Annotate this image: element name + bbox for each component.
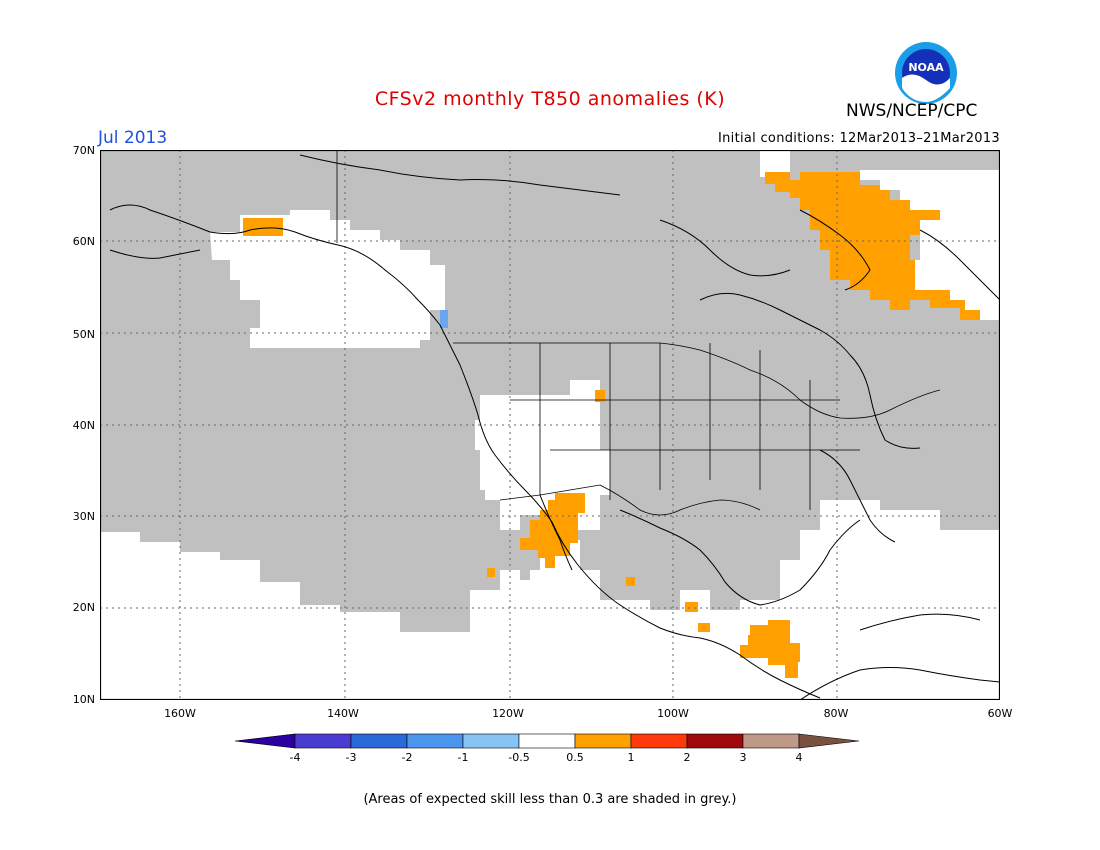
orange-patch-wyoming	[595, 390, 605, 402]
colorbar-label-neg1: -1	[457, 751, 469, 764]
colorbar-segment-neg3-neg2	[350, 733, 408, 749]
orange-patch-baja-mexico	[520, 493, 585, 568]
colorbar-label-neg05: -0.5	[508, 751, 530, 764]
map-frame	[100, 150, 1000, 700]
lon-label-60w: 60W	[987, 707, 1013, 720]
colorbar-segment-2-3	[686, 733, 744, 749]
colorbar-label-1: 1	[627, 751, 635, 764]
colorbar-segment-neg4-neg3	[294, 733, 352, 749]
warm-anomaly-patches	[243, 172, 980, 678]
colorbar-label-neg2: -2	[401, 751, 413, 764]
lon-label-140w: 140W	[327, 707, 359, 720]
lon-label-100w: 100W	[657, 707, 689, 720]
colorbar-segment-1-2	[630, 733, 688, 749]
orange-patch-central-america	[740, 620, 800, 678]
colorbar-label-neg3: -3	[345, 751, 357, 764]
lon-label-120w: 120W	[492, 707, 524, 720]
colorbar-label-3: 3	[739, 751, 747, 764]
cool-anomaly-patch-bc	[440, 310, 448, 328]
lat-label-30n: 30N	[72, 510, 95, 523]
lat-label-50n: 50N	[72, 328, 95, 341]
initial-conditions: Initial conditions: 12Mar2013–21Mar2013	[717, 131, 1000, 146]
orange-patch-mexico-small	[626, 577, 635, 586]
noaa-logo-text: NOAA	[908, 61, 944, 74]
orange-patch-gulf-small	[685, 602, 710, 632]
colorbar-label-2: 2	[683, 751, 691, 764]
forecast-month: Jul 2013	[98, 128, 168, 148]
anomaly-map	[100, 150, 1000, 700]
lat-label-60n: 60N	[72, 235, 95, 248]
graticule	[100, 150, 1000, 700]
orange-patch-hudson-quebec	[765, 172, 980, 320]
skill-footnote: (Areas of expected skill less than 0.3 a…	[363, 792, 737, 807]
coastlines	[109, 154, 1000, 700]
agency-label: NWS/NCEP/CPC	[846, 101, 978, 121]
colorbar-segment-neg1-neg05	[462, 733, 520, 749]
colorbar-segment-3-4	[742, 733, 800, 749]
white-region-alaska-pacific	[210, 210, 445, 348]
lat-label-40n: 40N	[72, 419, 95, 432]
colorbar-label-05: 0.5	[566, 751, 584, 764]
orange-patch-alaska	[243, 218, 283, 236]
orange-patch-pacific-small	[487, 568, 495, 577]
colorbar-segment-05-1	[574, 733, 632, 749]
lon-label-160w: 160W	[164, 707, 196, 720]
colorbar	[235, 733, 860, 749]
noaa-logo: NOAA	[893, 40, 959, 110]
colorbar-segment-below-neg4	[235, 733, 296, 749]
colorbar-segment-neg05-05	[518, 733, 576, 749]
lat-label-20n: 20N	[72, 601, 95, 614]
map-title: CFSv2 monthly T850 anomalies (K)	[374, 88, 726, 110]
colorbar-segment-above-4	[798, 733, 860, 749]
colorbar-segment-neg2-neg1	[406, 733, 464, 749]
lat-label-70n: 70N	[72, 144, 95, 157]
colorbar-label-4: 4	[795, 751, 803, 764]
lat-label-10n: 10N	[72, 693, 95, 706]
political-borders	[336, 150, 941, 516]
colorbar-label-neg4: -4	[289, 751, 301, 764]
lon-label-80w: 80W	[823, 707, 849, 720]
